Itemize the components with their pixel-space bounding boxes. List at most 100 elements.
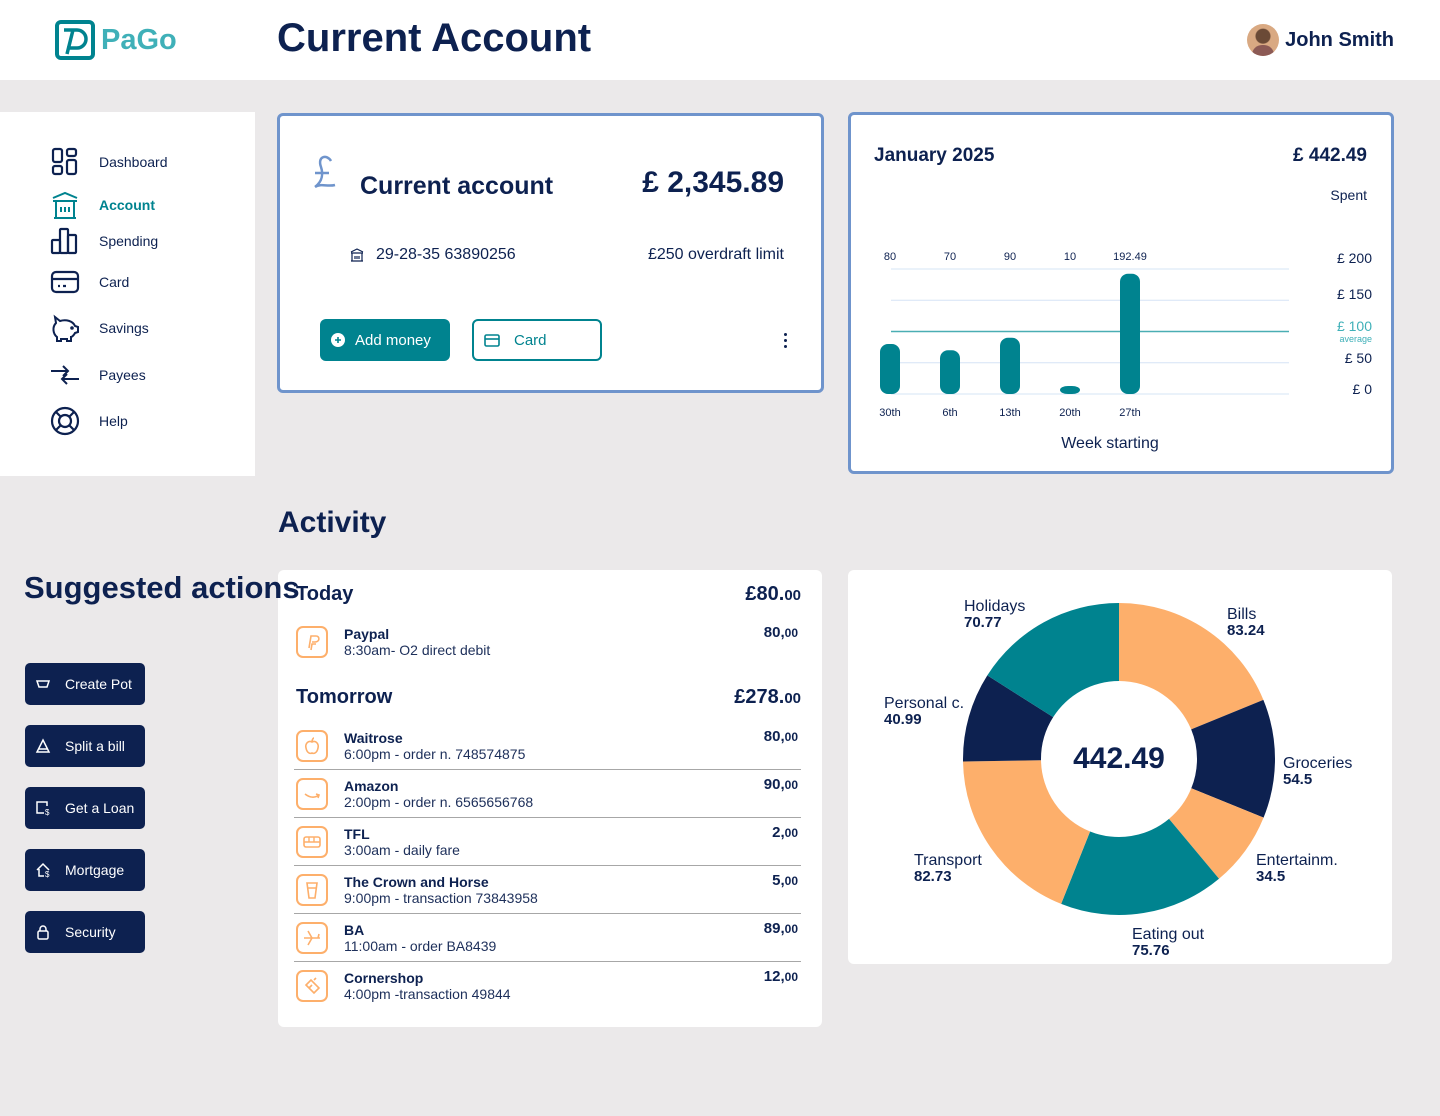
button-label: Get a Loan [65,800,135,816]
bar-value-label: 70 [944,251,956,263]
y-tick-label: £ 0 [1353,381,1373,397]
transfer-arrows-icon [51,365,79,385]
transaction-row[interactable]: Cornershop 4:00pm -transaction 49844 12,0… [294,962,801,1010]
sidebar-item-account[interactable]: Account [50,189,155,221]
donut-label: Eating out 75.76 [1132,926,1205,959]
average-label: average [1339,334,1372,344]
donut-slice-groceries[interactable] [1191,699,1275,818]
transaction-amount: 89,00 [763,920,798,937]
activity-heading: Activity [278,506,387,539]
sidebar-item-payees[interactable]: Payees [50,359,146,391]
chart-month: January 2025 [874,145,995,166]
button-label: Split a bill [65,738,125,754]
donut-slice-transport[interactable] [963,760,1091,904]
bar-30th[interactable] [880,344,900,394]
transaction-row[interactable]: BA 11:00am - order BA8439 89,00 [294,914,801,962]
bank-icon [52,191,78,219]
bar-27th[interactable] [1120,273,1140,394]
user-name: John Smith [1285,28,1394,51]
transaction-name: The Crown and Horse [344,873,489,890]
x-axis-label: Week starting [1061,435,1159,452]
transaction-detail: 6:00pm - order n. 748574875 [344,745,526,762]
donut-slice-bills[interactable] [1119,603,1264,730]
card-icon [50,270,80,294]
donut-slice-personal-c-[interactable] [963,675,1054,762]
transaction-detail: 4:00pm -transaction 49844 [344,986,511,1002]
sidebar-item-label: Dashboard [99,154,168,170]
transaction-detail: 11:00am - order BA8439 [344,937,497,954]
y-tick-label: £ 100 [1337,318,1372,334]
transaction-amount: 90,00 [763,776,798,793]
sidebar-item-label: Account [99,197,155,213]
spent-total: £ 442.49 [1293,145,1367,166]
logo[interactable]: PaGo [55,20,177,60]
bar-13th[interactable] [1000,337,1020,394]
donut-slice-entertainm-[interactable] [1169,788,1264,879]
transaction-row[interactable]: Amazon 2:00pm - order n. 6565656768 90,00 [294,770,801,818]
y-tick-label: £ 200 [1337,250,1372,266]
transaction-row[interactable]: Paypal 8:30am- O2 direct debit 80,00 [294,618,801,666]
bank-icon [350,248,364,262]
transaction-name: TFL [344,825,370,842]
button-label: Create Pot [65,676,132,692]
svg-text:$: $ [45,808,50,816]
sidebar-item-label: Card [99,274,130,290]
transaction-amount: 12,00 [763,968,798,985]
logo-text: PaGo [101,23,177,56]
transaction-name: Cornershop [344,970,424,986]
sidebar-item-card[interactable]: Card [50,266,129,298]
donut-slice-holidays[interactable] [987,603,1119,718]
piggy-bank-icon [52,314,79,342]
x-tick-label: 20th [1059,407,1080,419]
avatar[interactable] [1247,24,1280,56]
transaction-name: Amazon [344,777,399,794]
pound-icon [314,155,336,189]
account-number: 29-28-35 63890256 [350,246,516,264]
bar-value-label: 10 [1064,251,1076,263]
group-header-tomorrow: Tomorrow £278.00 [294,672,801,722]
donut-label: Entertainm. 34.5 [1256,852,1338,885]
user-profile[interactable]: John Smith [1247,24,1394,56]
plane-icon [296,921,328,954]
sidebar-item-label: Payees [99,367,146,383]
x-tick-label: 27th [1119,407,1140,419]
add-money-label: Add money [355,331,431,349]
overdraft-limit: £250 overdraft limit [647,246,784,263]
donut-slice-eating-out[interactable] [1061,818,1220,915]
sort-code-account-number: 29-28-35 63890256 [376,246,516,263]
page-title: Current Account [277,16,592,60]
suggested-action-create-pot-button[interactable]: Create Pot [25,663,145,705]
current-account-card: Current account £ 2,345.89 29-28-35 6389… [277,113,824,393]
header: PaGo Current Account John Smith [0,0,1440,80]
transaction-row[interactable]: Waitrose 6:00pm - order n. 748574875 80,0… [294,722,801,770]
sidebar-item-spending[interactable]: Spending [50,225,158,257]
sidebar-item-label: Spending [99,233,159,249]
x-tick-label: 30th [879,407,900,419]
transaction-amount: 80,00 [763,728,798,745]
transaction-row[interactable]: TFL 3:00am - daily fare 2,00 [294,818,801,866]
transaction-amount: 2,00 [772,824,798,841]
suggested-action-split-a-bill-button[interactable]: Split a bill [25,725,145,767]
transaction-row[interactable]: The Crown and Horse 9:00pm - transaction … [294,866,801,914]
y-tick-label: £ 150 [1337,286,1372,302]
sidebar-item-savings[interactable]: Savings [50,312,149,344]
card-button[interactable]: Card [472,319,602,361]
sidebar-item-help[interactable]: Help [50,405,128,437]
sidebar-item-dashboard[interactable]: Dashboard [50,146,168,178]
sidebar-item-label: Savings [99,320,149,336]
lifebuoy-icon [50,406,80,436]
suggested-action-security-button[interactable]: Security [25,911,145,953]
bar-20th[interactable] [1060,386,1080,394]
add-money-button[interactable]: Add money [320,319,450,361]
shopping-icon [296,970,328,1002]
bar-6th[interactable] [940,350,960,394]
suggested-action-mortgage-button[interactable]: $ Mortgage [25,849,145,891]
account-title: Current account [360,172,554,200]
spending-breakdown-card: 442.49 Bills 83.24 Groceries 54.5 Entertainm… [848,570,1392,964]
donut-label: Bills 83.24 [1227,606,1265,639]
more-options-icon[interactable] [779,328,791,352]
group-label: Today [296,582,354,605]
suggested-action-get-a-loan-button[interactable]: $ Get a Loan [25,787,145,829]
bar-value-label: 90 [1004,251,1016,263]
bar-value-label: 80 [884,251,896,263]
